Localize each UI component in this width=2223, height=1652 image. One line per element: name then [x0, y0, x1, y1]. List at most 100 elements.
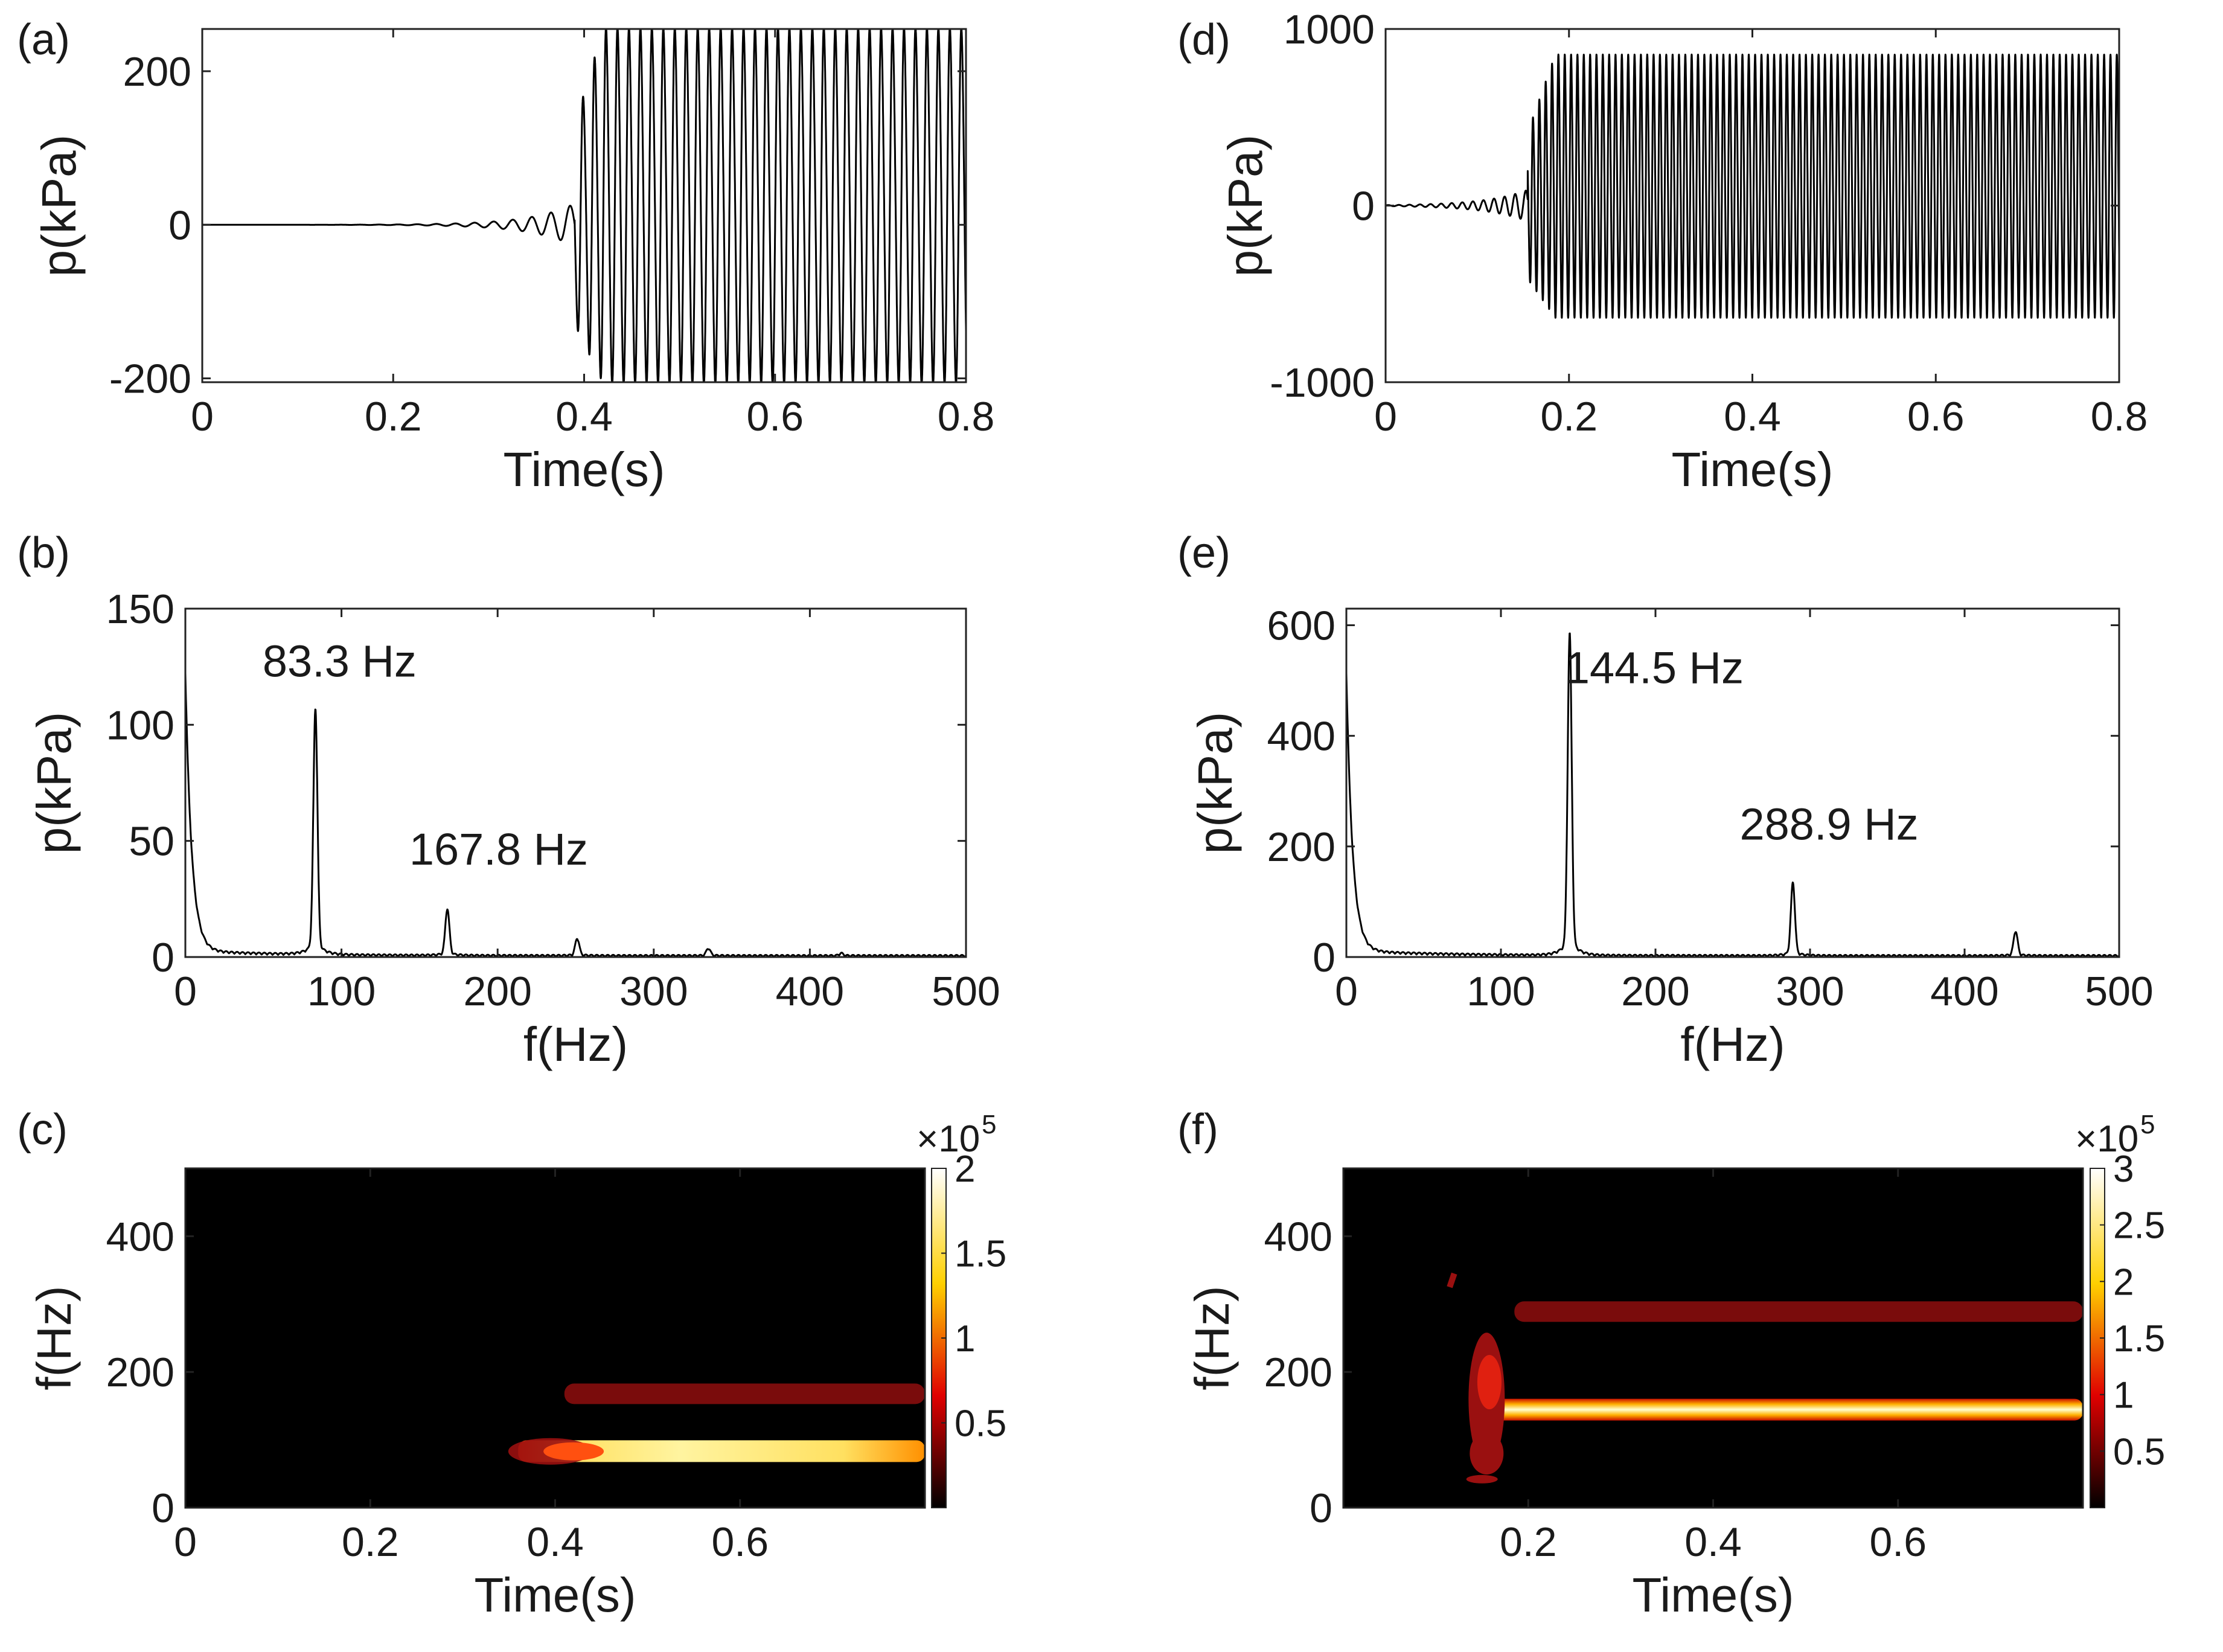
spectrum-trace-b: [184, 673, 967, 958]
x-tick-label-d: 0.4: [1724, 394, 1781, 440]
y-tick-label-f: 0: [1310, 1485, 1332, 1531]
onset-blob-c-core: [543, 1442, 604, 1461]
x-tick-label-b: 500: [932, 968, 1000, 1014]
x-tick-label-e: 300: [1776, 968, 1844, 1014]
y-tick-label-e: 600: [1267, 603, 1335, 648]
y-axis-label-c: f(Hz): [27, 1285, 81, 1390]
y-tick-label-b: 0: [152, 935, 174, 981]
x-axis-label-f: Time(s): [1632, 1568, 1794, 1622]
x-tick-label-c: 0: [174, 1519, 197, 1565]
y-axis-label-f: f(Hz): [1185, 1285, 1239, 1390]
panel-label-a: (a): [17, 16, 70, 64]
x-tick-label-f: 0.2: [1500, 1519, 1557, 1565]
y-tick-label-b: 50: [129, 819, 174, 865]
y-tick-label-e: 0: [1313, 935, 1335, 981]
peak-annotation-e: 288.9 Hz: [1739, 799, 1918, 850]
onset-blob-f-core: [1477, 1355, 1502, 1410]
colorbar-scale-label-f: ×10: [2075, 1118, 2138, 1160]
panel-label-e: (e): [1177, 529, 1230, 577]
peak-annotation-b: 83.3 Hz: [263, 636, 417, 686]
y-tick-label-d: 1000: [1284, 7, 1375, 53]
plot-frame-b: [184, 607, 967, 958]
y-axis-label-a: p(kPa): [32, 135, 86, 277]
x-tick-label-c: 0.2: [342, 1519, 399, 1565]
x-tick-label-f: 0.4: [1684, 1519, 1742, 1565]
y-tick-label-c: 200: [106, 1349, 174, 1395]
y-tick-label-b: 150: [106, 586, 174, 632]
y-tick-label-d: -1000: [1270, 360, 1375, 406]
y-tick-label-f: 400: [1264, 1214, 1332, 1260]
pressure-trace-a: [201, 28, 967, 383]
x-tick-label-a: 0.8: [938, 394, 995, 440]
colorbar-tick-label-f: 2.5: [2113, 1205, 2165, 1247]
x-tick-label-b: 0: [174, 968, 197, 1014]
x-tick-label-d: 0.8: [2091, 394, 2148, 440]
x-axis-label-b: f(Hz): [523, 1017, 628, 1071]
panel-label-b: (b): [17, 529, 70, 577]
spectrogram-background-f: [1343, 1168, 2083, 1508]
spectrogram-band-c: [518, 1440, 925, 1462]
x-tick-label-e: 400: [1930, 968, 1998, 1014]
x-tick-label-b: 200: [463, 968, 531, 1014]
colorbar-tick-label-c: 1.5: [955, 1234, 1006, 1275]
spectrogram-band-f: [1514, 1301, 2083, 1322]
x-tick-label-a: 0: [191, 394, 214, 440]
y-tick-label-c: 0: [152, 1485, 174, 1531]
peak-annotation-e: 144.5 Hz: [1565, 642, 1744, 693]
y-axis-label-b: p(kPa): [27, 712, 81, 854]
x-tick-label-f: 0.6: [1869, 1519, 1927, 1565]
x-tick-label-a: 0.4: [555, 394, 613, 440]
x-tick-label-d: 0.2: [1540, 394, 1598, 440]
x-tick-label-a: 0.2: [365, 394, 422, 440]
colorbar-tick-label-f: 0.5: [2113, 1431, 2165, 1473]
colorbar-tick-label-c: 0.5: [955, 1403, 1006, 1445]
y-tick-label-c: 400: [106, 1214, 174, 1260]
colorbar-tick-label-f: 2: [2113, 1261, 2134, 1303]
chart-e: 144.5 Hz 288.9 Hz 0 100 200 300 400 500 0 200 400 6…: [1188, 603, 2154, 1071]
x-axis-label-a: Time(s): [503, 443, 665, 496]
y-tick-label-a: -200: [109, 356, 191, 402]
x-axis-label-d: Time(s): [1671, 443, 1833, 496]
pressure-trace-d: [1384, 53, 2120, 319]
x-tick-label-c: 0.6: [711, 1519, 769, 1565]
y-axis-label-d: p(kPa): [1218, 135, 1272, 277]
x-tick-label-a: 0.6: [746, 394, 804, 440]
onset-blob-f-bottom: [1466, 1474, 1498, 1484]
x-tick-label-e: 0: [1335, 968, 1358, 1014]
y-axis-label-e: p(kPa): [1188, 712, 1242, 854]
x-tick-label-d: 0: [1374, 394, 1397, 440]
chart-b: 83.3 Hz 167.8 Hz 0 100 200 300 400 500 0 50 100 150…: [27, 586, 1000, 1071]
y-tick-label-e: 200: [1267, 824, 1335, 870]
x-tick-label-b: 400: [776, 968, 844, 1014]
chart-f: 0.2 0.4 0.6 0 200 400 Time(s) f(Hz) 0.5 1 1.5 2 2.5 3…: [1185, 1110, 2165, 1622]
colorbar-scale-exponent-f: 5: [2140, 1110, 2155, 1139]
y-tick-label-a: 0: [168, 202, 191, 248]
spectrogram-band-c: [564, 1383, 925, 1404]
x-tick-label-e: 200: [1621, 968, 1689, 1014]
x-tick-label-d: 0.6: [1907, 394, 1965, 440]
x-tick-label-e: 100: [1467, 968, 1535, 1014]
x-tick-label-b: 300: [619, 968, 688, 1014]
colorbar-tick-label-f: 3: [2113, 1148, 2134, 1190]
panel-label-f: (f): [1177, 1106, 1218, 1154]
x-tick-label-e: 500: [2085, 968, 2153, 1014]
panel-label-c: (c): [17, 1106, 68, 1154]
colorbar-tick-label-c: 1: [955, 1318, 975, 1360]
x-tick-label-b: 100: [307, 968, 376, 1014]
peak-annotation-b: 167.8 Hz: [409, 824, 588, 874]
chart-c: 0 0.2 0.4 0.6 0 200 400 Time(s) f(Hz) 0.5 1 1.5 2×10…: [27, 1110, 1006, 1622]
y-tick-label-e: 400: [1267, 714, 1335, 760]
colorbar-scale-label-c: ×10: [916, 1118, 980, 1160]
x-axis-label-c: Time(s): [474, 1568, 636, 1622]
colorbar-scale-exponent-c: 5: [982, 1110, 996, 1139]
y-tick-label-f: 200: [1264, 1349, 1332, 1395]
x-tick-label-c: 0.4: [526, 1519, 584, 1565]
colorbar-tick-label-f: 1: [2113, 1375, 2134, 1417]
y-tick-label-b: 100: [106, 702, 174, 748]
x-axis-label-e: f(Hz): [1680, 1017, 1785, 1071]
plot-frame-e: [1345, 607, 2120, 958]
onset-blob-f-low: [1470, 1432, 1504, 1475]
